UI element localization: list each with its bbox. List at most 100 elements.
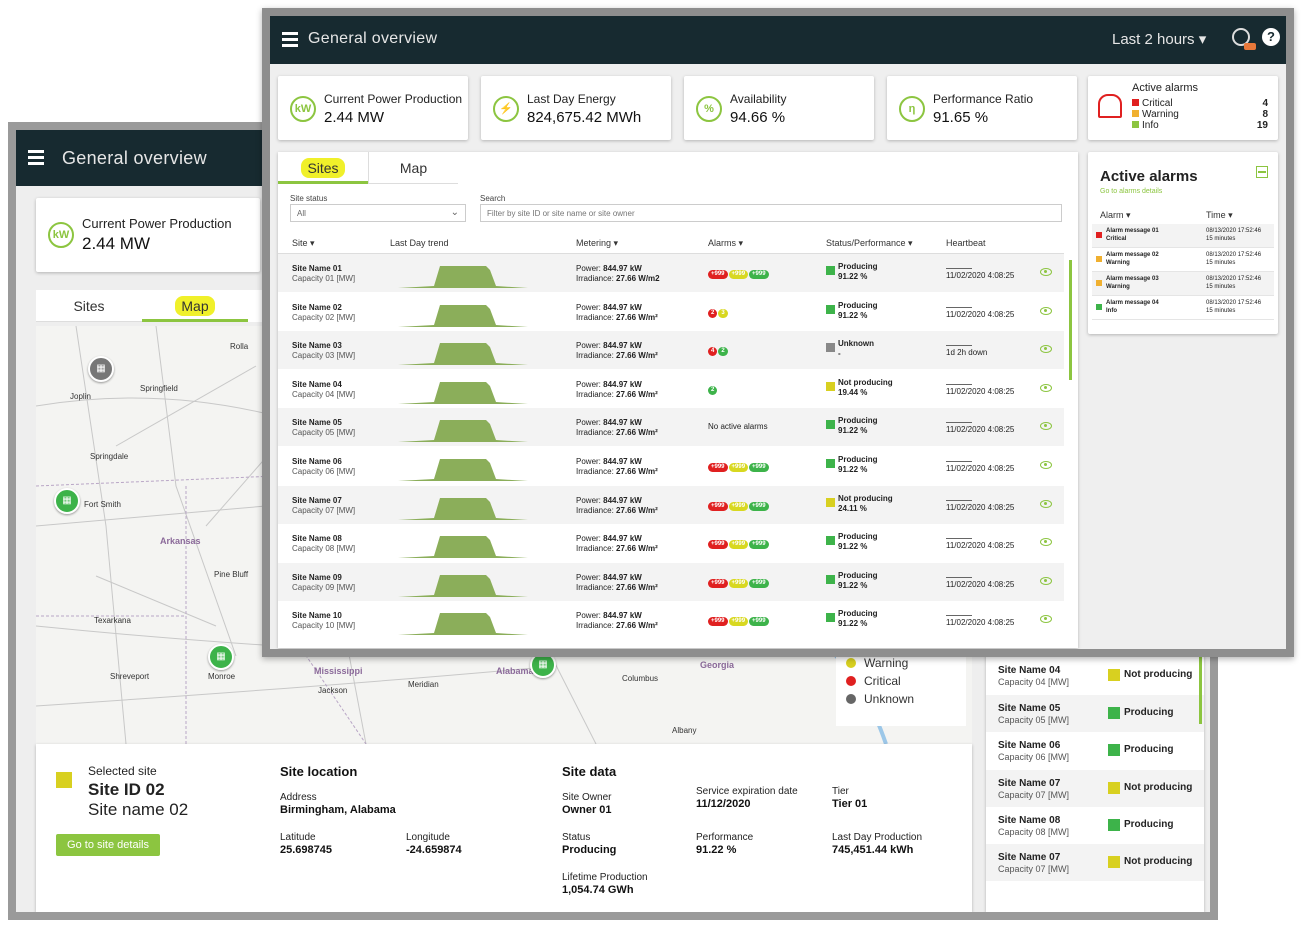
alarm-count-badge[interactable]: +999 [749,501,769,511]
column-header[interactable]: Site ▾ [292,238,315,248]
view-eye-icon[interactable] [1040,422,1052,431]
table-row[interactable]: Site Name 09 Capacity 09 [MW] Power: 844.9… [278,562,1064,601]
heartbeat: 11/02/2020 4:08:25 [946,301,1014,320]
alarm-count-badge[interactable]: +999 [749,617,769,627]
view-eye-icon[interactable] [1040,576,1052,585]
table-row[interactable]: Site Name 08 Capacity 08 [MW] Power: 844.9… [278,524,1064,562]
status-performance: Producing 91.22 % [826,455,878,475]
view-eye-icon[interactable] [1040,499,1052,508]
alarm-count-badge[interactable]: +999 [708,617,728,627]
scrollbar[interactable] [1199,644,1202,724]
site-pin-ok-icon[interactable]: ▦ [54,488,80,514]
table-row[interactable]: Site Name 06 Capacity 06 [MW] Power: 844.9… [278,447,1064,485]
alarm-item[interactable]: Alarm message 02 Warning 08/13/2020 17:52:… [1092,248,1274,272]
alarm-count-badge[interactable]: +999 [708,540,728,550]
menu-icon[interactable] [28,150,44,165]
go-to-site-details-button[interactable]: Go to site details [56,834,160,856]
view-eye-icon[interactable] [1040,383,1052,392]
heartbeat: 1d 2h down [946,339,987,358]
help-icon[interactable]: ? [1262,28,1280,46]
status-performance: Not producing 24.11 % [826,494,893,514]
alarm-count-badge[interactable]: +999 [708,270,728,279]
alarm-count-badge[interactable]: +999 [728,540,749,550]
heartbeat-time: 11/02/2020 4:08:25 [946,618,1015,628]
metering: Power: 844.97 kW Irradiance: 27.66 W/m² [576,496,658,516]
site-list-item[interactable]: Site Name 07 Capacity 07 [MW] Not producin… [986,844,1204,882]
tab-map[interactable]: Map [142,290,248,322]
site-list-item[interactable]: Site Name 06 Capacity 06 [MW] Producing [986,732,1204,769]
alarm-item[interactable]: Alarm message 01 Critical 08/13/2020 17:52… [1092,224,1274,248]
table-row[interactable]: Site Name 10 Capacity 10 [MW] Power: 844.9… [278,601,1064,639]
alarm-count-badge[interactable]: +999 [728,270,749,279]
metering: Power: 844.97 kW Irradiance: 27.66 W/m2 [576,264,660,284]
longitude-label: Longitude [406,832,450,843]
table-row[interactable]: Site Name 02 Capacity 02 [MW] Power: 844.9… [278,293,1064,331]
column-header[interactable]: Alarms ▾ [708,238,744,248]
site-list-item[interactable]: Site Name 04 Capacity 04 [MW] Not producin… [986,657,1204,694]
site-list-item[interactable]: Site Name 08 Capacity 08 [MW] Producing [986,807,1204,844]
view-eye-icon[interactable] [1040,461,1052,469]
tab-sites[interactable]: Sites [278,152,368,184]
alarm-date: 08/13/2020 17:52:46 [1206,276,1262,282]
collapse-icon[interactable] [1256,166,1268,178]
view-eye-icon[interactable] [1040,306,1052,315]
status-swatch [826,536,835,546]
tab-sites[interactable]: Sites [36,290,142,322]
alarm-item[interactable]: Alarm message 04 Info 08/13/2020 17:52:46 1… [1092,296,1274,320]
alarm-count-badge[interactable]: 3 [718,308,728,318]
alarm-column-header[interactable]: Alarm ▾ [1100,210,1131,220]
alarm-count-badge[interactable]: +999 [728,617,749,627]
view-eye-icon[interactable] [1040,268,1052,276]
site-list-item[interactable]: Site Name 07 Capacity 07 [MW] Not producin… [986,769,1204,807]
alarm-count-badge[interactable]: 2 [708,308,718,318]
power-label: Power: [576,611,601,621]
search-input[interactable] [480,204,1062,222]
alarm-count-badge[interactable]: +999 [749,270,769,279]
table-row[interactable]: Site Name 04 Capacity 04 [MW] Power: 844.9… [278,370,1064,408]
alarms-details-link[interactable]: Go to alarms details [1100,188,1163,195]
site-status-select[interactable]: All ⌄ [290,204,466,222]
alarm-count-badge[interactable]: +999 [749,578,769,588]
site-name: Site Name 07 [998,852,1061,864]
power-value: 844.97 kW [603,264,642,273]
tab-map[interactable]: Map [368,152,458,184]
alarm-count-badge[interactable]: +999 [728,501,749,511]
active-alarms-title: Active alarms [1100,168,1198,185]
scrollbar[interactable] [1069,260,1072,380]
column-header[interactable]: Metering ▾ [576,238,619,248]
alarm-count-badge[interactable]: +999 [749,463,769,472]
alarm-count-badge[interactable]: 2 [718,347,728,357]
power-label: Power: [576,495,601,505]
alarm-clock-icon[interactable] [1232,28,1256,50]
alarm-count-badge[interactable]: +999 [708,578,728,588]
time-range-select[interactable]: Last 2 hours ▾ [1112,31,1207,48]
column-header[interactable]: Heartbeat [946,238,986,248]
status-text: Not producing [838,377,893,387]
view-eye-icon[interactable] [1040,615,1052,624]
alarm-count-badge[interactable]: +999 [708,501,728,511]
table-row[interactable]: Site Name 03 Capacity 03 [MW] Power: 844.9… [278,331,1064,370]
site-pin-ok-icon[interactable]: ▦ [208,644,234,670]
time-column-header[interactable]: Time ▾ [1206,210,1233,220]
site-list-item[interactable]: Site Name 05 Capacity 05 [MW] Producing [986,694,1204,732]
alarm-count-badge[interactable]: +999 [728,463,749,472]
power-label: Power: [576,457,601,466]
menu-icon[interactable] [282,32,298,47]
alarm-count-badge[interactable]: 2 [708,385,718,395]
status-performance: Producing 91.22 % [826,416,878,436]
alarm-count-badge[interactable]: 4 [708,347,718,357]
table-row[interactable]: Site Name 07 Capacity 07 [MW] Power: 844.9… [278,485,1064,524]
site-pin-unknown-icon[interactable]: ▦ [88,356,114,382]
column-header[interactable]: Status/Performance ▾ [826,238,913,248]
alarm-count-badge[interactable]: +999 [728,578,749,588]
alarm-count-badge[interactable]: +999 [708,463,728,472]
table-row[interactable]: Site Name 05 Capacity 05 [MW] Power: 844.9… [278,408,1064,447]
column-header[interactable]: Last Day trend [390,238,449,248]
table-row[interactable]: Site Name 01 Capacity 01 [MW] Power: 844.9… [278,254,1064,292]
view-eye-icon[interactable] [1040,538,1052,547]
alarm-item[interactable]: Alarm message 03 Warning 08/13/2020 17:52:… [1092,272,1274,296]
map-city: Jackson [318,686,348,695]
alarm-count-badge[interactable]: +999 [749,540,769,550]
view-eye-icon[interactable] [1040,345,1052,354]
